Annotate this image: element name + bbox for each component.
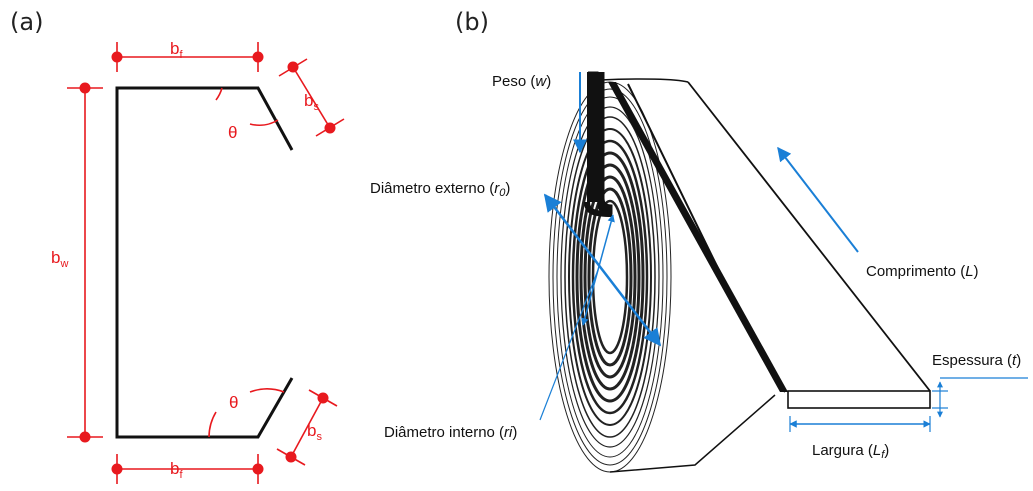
panel-b-label: (b): [455, 8, 489, 36]
strip-end: [787, 390, 931, 409]
strip-shadow-edge: [627, 83, 786, 393]
label-largura: Largura (Lf): [812, 442, 889, 461]
label-bw: bw: [51, 248, 68, 270]
dimension-lines: [67, 42, 345, 484]
label-bf-top: bf: [170, 39, 183, 61]
annotation-arrows: [539, 72, 1028, 432]
label-diametro-externo: Diâmetro externo (r0): [370, 180, 510, 199]
panel-b: (b): [370, 8, 1028, 473]
label-theta-bottom: θ: [229, 393, 238, 412]
label-peso: Peso (w): [492, 73, 551, 90]
comprimento-arrow: [777, 146, 859, 253]
diam-int-leader: [539, 269, 599, 421]
coil-side-surface: [600, 80, 930, 472]
label-bs-bottom: bs: [307, 421, 322, 443]
strip-top-edge: [687, 81, 931, 392]
annotation-labels: Peso (w) Diâmetro externo (r0) Diâmetro …: [370, 73, 1021, 461]
label-theta-top: θ: [228, 123, 237, 142]
dimension-dots: [79, 51, 336, 475]
label-comprimento: Comprimento (L): [866, 263, 979, 280]
panel-a: (a): [10, 8, 345, 484]
label-bs-top: bs: [304, 91, 319, 113]
label-bf-bottom: bf: [170, 459, 183, 481]
dimension-labels: bf bf bw bs bs θ θ: [51, 39, 322, 481]
label-espessura: Espessura (t): [932, 352, 1021, 369]
panel-a-label: (a): [10, 8, 43, 36]
label-diametro-interno: Diâmetro interno (ri): [384, 424, 517, 441]
c-section-outline: [115, 86, 294, 439]
strip-dark-edge: [608, 82, 788, 392]
